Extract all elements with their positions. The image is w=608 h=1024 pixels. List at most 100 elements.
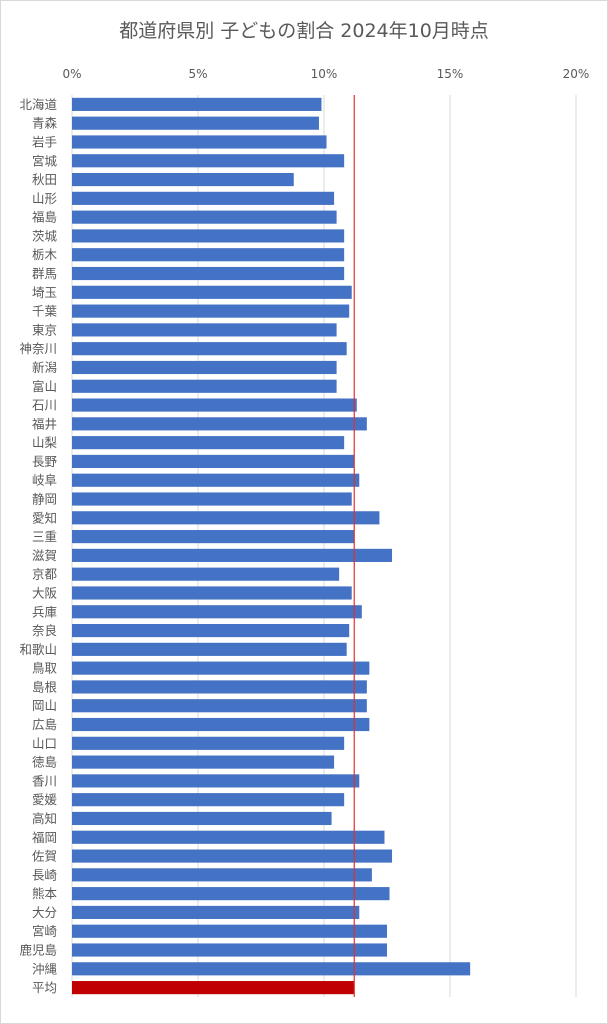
bar (72, 623, 350, 638)
bar (72, 135, 327, 149)
category-label: 青森 (32, 116, 58, 131)
category-label: 京都 (32, 567, 58, 582)
category-label: 愛知 (32, 510, 57, 525)
bar (72, 586, 352, 600)
bar (72, 680, 367, 694)
category-label: 佐賀 (32, 849, 57, 864)
bar (72, 191, 335, 205)
x-tick-label: 20% (563, 67, 590, 81)
category-label: 鳥取 (32, 661, 58, 676)
bar (72, 342, 347, 356)
bar (72, 248, 345, 262)
bar (72, 511, 380, 525)
category-label: 宮崎 (32, 924, 58, 939)
category-label: 埼玉 (32, 285, 57, 300)
bar (72, 210, 337, 224)
x-tick-labels: 0% 5% 10% 15% 20% (62, 67, 589, 81)
category-label: 山形 (32, 191, 58, 206)
x-tick-label: 5% (188, 67, 207, 81)
bar (72, 360, 337, 375)
category-label: 高知 (32, 811, 57, 826)
bar (72, 548, 393, 562)
category-label: 岡山 (32, 698, 57, 713)
bar (72, 811, 332, 826)
bar (72, 962, 471, 976)
bar (72, 530, 355, 544)
category-label: 静岡 (32, 492, 57, 507)
category-label: 新潟 (32, 360, 57, 375)
bar (72, 436, 345, 450)
bar (72, 417, 367, 431)
category-label: 長崎 (32, 867, 58, 882)
bar (72, 567, 340, 581)
category-label: 岐阜 (32, 473, 57, 488)
bar (72, 473, 360, 487)
bar (72, 774, 360, 788)
category-label: 神奈川 (19, 341, 57, 356)
bar (72, 717, 370, 732)
category-label: 山梨 (32, 435, 58, 450)
bar (72, 172, 294, 187)
category-label: 香川 (32, 773, 57, 788)
bar (72, 304, 350, 318)
x-tick-label: 15% (437, 67, 464, 81)
bar (72, 323, 337, 337)
bar (72, 379, 337, 393)
bar (72, 924, 387, 938)
bar (72, 605, 362, 619)
category-label: 広島 (32, 717, 57, 732)
category-label: 宮城 (32, 153, 58, 168)
bar (72, 229, 345, 243)
bar (72, 642, 347, 656)
average-bar (72, 981, 355, 995)
bar (72, 154, 345, 168)
category-label: 三重 (32, 529, 57, 544)
bar (72, 266, 345, 281)
bar (72, 97, 322, 111)
category-label: 島根 (32, 679, 58, 694)
category-label: 鹿児島 (19, 943, 57, 958)
category-label: 東京 (32, 322, 57, 337)
category-labels: 北海道青森岩手宮城秋田山形福島茨城栃木群馬埼玉千葉東京神奈川新潟富山石川福井山梨… (19, 97, 57, 995)
category-label: 熊本 (32, 886, 58, 901)
bar (72, 868, 372, 882)
category-label: 長野 (32, 454, 58, 469)
category-label: 秋田 (32, 172, 57, 187)
bar (72, 116, 319, 130)
category-label: 栃木 (32, 247, 58, 262)
category-label: 和歌山 (19, 642, 57, 657)
category-label: 福井 (32, 416, 57, 431)
x-tick-label: 0% (62, 67, 81, 81)
category-label: 群馬 (32, 266, 57, 281)
category-label: 大阪 (32, 585, 58, 600)
category-label: 福岡 (32, 830, 57, 845)
category-label: 岩手 (32, 134, 57, 149)
category-label: 沖縄 (32, 961, 58, 976)
category-label: 大分 (32, 905, 57, 920)
category-label: 平均 (32, 980, 57, 995)
bar (72, 454, 355, 469)
bar (72, 699, 367, 713)
grid-layer (71, 95, 577, 997)
category-label: 石川 (32, 398, 57, 413)
category-label: 兵庫 (32, 604, 57, 619)
bar-layer (72, 97, 471, 995)
x-tick-label: 10% (311, 67, 338, 81)
bar (72, 492, 352, 506)
category-label: 奈良 (32, 623, 57, 638)
category-label: 北海道 (19, 97, 57, 112)
bar (72, 793, 345, 807)
category-label: 滋賀 (32, 548, 57, 563)
category-label: 愛媛 (32, 792, 58, 807)
category-label: 茨城 (32, 228, 58, 243)
bar (72, 887, 390, 901)
category-label: 富山 (32, 379, 57, 394)
chart-title: 都道府県別 子どもの割合 2024年10月時点 (119, 20, 489, 42)
bar (72, 830, 385, 844)
category-label: 福島 (32, 210, 57, 225)
category-label: 山口 (32, 736, 57, 751)
bar (72, 849, 393, 863)
bar (72, 755, 335, 769)
bar (72, 661, 370, 675)
